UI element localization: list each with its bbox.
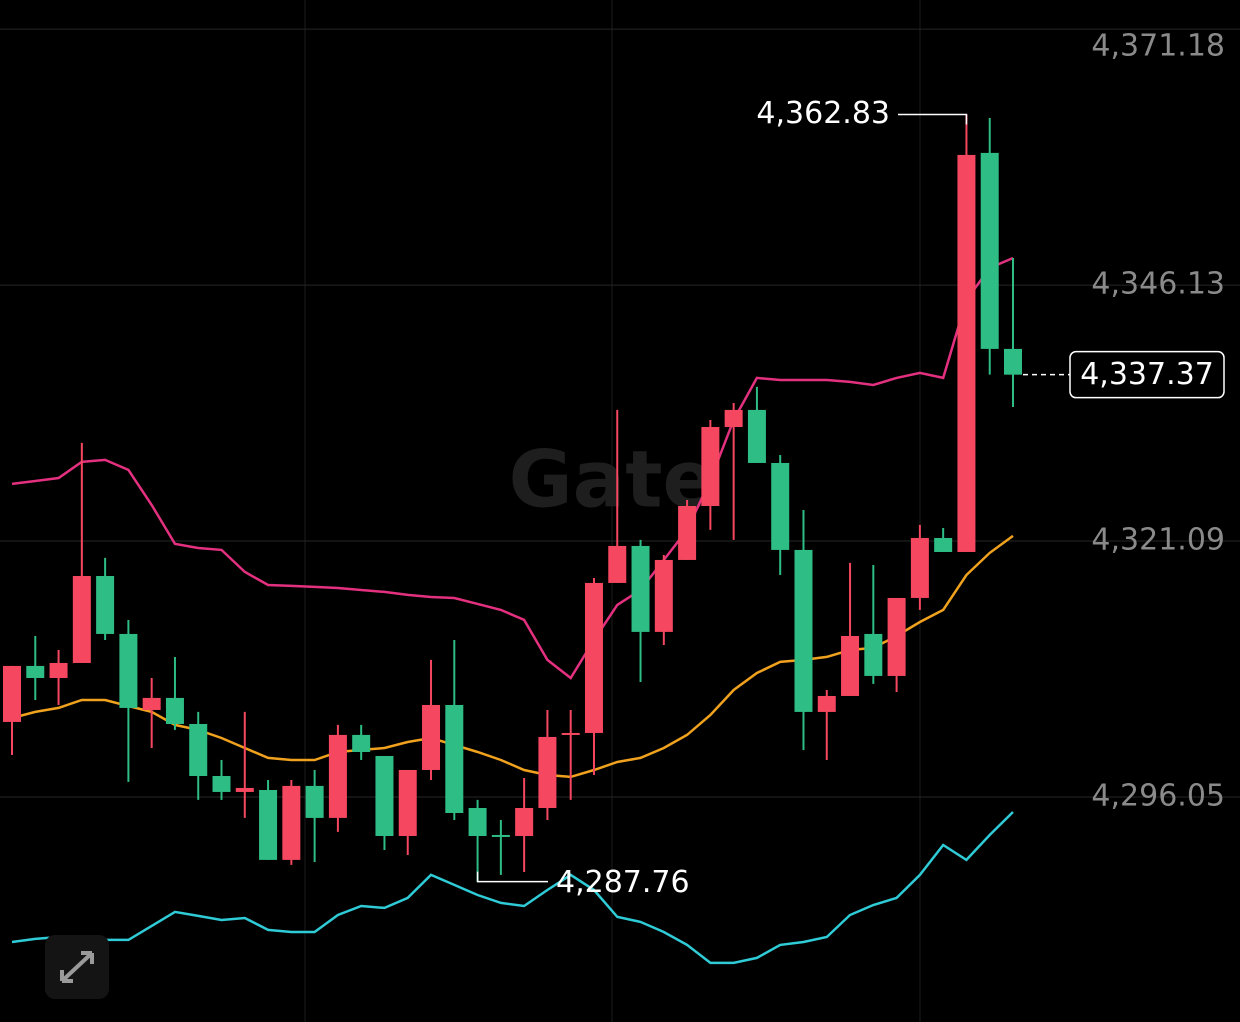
- candle-body: [608, 545, 627, 583]
- candle-body: [328, 734, 347, 818]
- candle-body: [584, 582, 603, 733]
- candle-body: [538, 736, 557, 808]
- candle-body: [235, 787, 254, 792]
- candle-body: [398, 769, 417, 836]
- candle-body: [49, 662, 68, 678]
- candle-body: [26, 665, 45, 678]
- y-tick-label: 4,321.09: [1091, 523, 1225, 558]
- candle-body: [561, 732, 580, 735]
- candle-body: [654, 559, 673, 632]
- high-label: 4,362.83: [756, 96, 890, 131]
- candle-body: [841, 635, 860, 696]
- candle-body: [189, 723, 208, 777]
- candle-body: [747, 409, 766, 463]
- low-label: 4,287.76: [556, 865, 690, 900]
- candle-body: [724, 409, 743, 427]
- candle-body: [934, 537, 953, 552]
- candle-body: [165, 697, 184, 724]
- candle-body: [864, 633, 883, 676]
- candle-body: [282, 785, 301, 860]
- expand-button[interactable]: [45, 935, 109, 999]
- candle-body: [491, 834, 510, 837]
- candle-body: [422, 704, 441, 770]
- last-price-box: [1069, 350, 1225, 399]
- candle-body: [957, 154, 976, 552]
- candle-body: [72, 575, 91, 663]
- band-line: [11, 256, 1014, 680]
- candle-body: [631, 545, 650, 632]
- candle-body: [701, 426, 720, 506]
- candle-body: [887, 597, 906, 676]
- annotations: 4,362.83 4,287.76 4,337.37: [476, 96, 1225, 900]
- candle-body: [794, 549, 813, 712]
- candle-body: [142, 697, 161, 710]
- candle-body: [119, 633, 138, 708]
- high-leader: [898, 113, 968, 125]
- candle-body: [468, 807, 487, 836]
- candle-body: [96, 575, 115, 634]
- candle-body: [771, 462, 790, 550]
- low-leader: [476, 871, 548, 883]
- grid: 4,371.18 4,346.13 4,321.09 4,296.05: [0, 29, 1240, 813]
- candle-body: [1004, 348, 1022, 375]
- candle-body: [445, 704, 464, 814]
- candle-body: [259, 790, 278, 860]
- candles: [3, 114, 1022, 882]
- expand-icon: [60, 951, 94, 983]
- last-price-label: 4,337.37: [1080, 357, 1214, 392]
- candle-body: [678, 505, 697, 560]
- band-line: [11, 811, 1014, 965]
- candle-body: [515, 807, 534, 836]
- candle-body: [305, 785, 324, 818]
- candle-body: [980, 152, 999, 349]
- candle-body: [817, 695, 836, 712]
- y-tick-label: 4,346.13: [1091, 267, 1225, 302]
- candle-body: [3, 665, 21, 722]
- candle-body: [375, 755, 394, 836]
- candle-body: [352, 734, 371, 752]
- y-tick-label: 4,296.05: [1091, 778, 1225, 813]
- y-tick-label: 4,371.18: [1091, 29, 1225, 64]
- candle-body: [212, 776, 231, 792]
- candle-body: [910, 537, 929, 598]
